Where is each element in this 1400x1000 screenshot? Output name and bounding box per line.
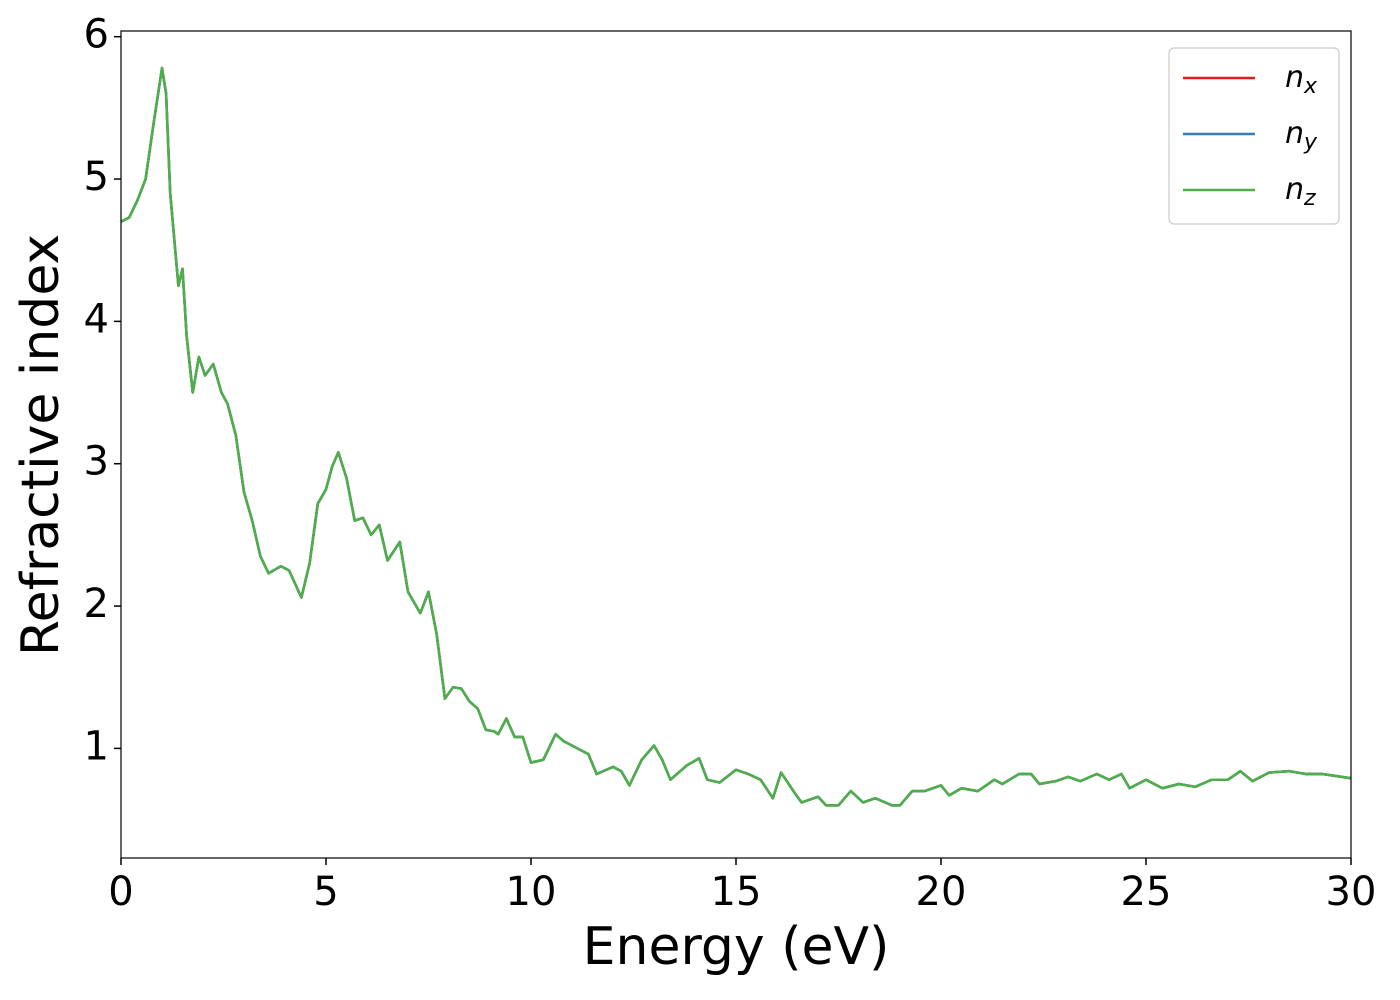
y-tick-label: 2 (84, 581, 109, 627)
y-axis-label: Refractive index (11, 234, 71, 656)
legend-label: nx (1285, 60, 1318, 100)
x-tick-label: 0 (108, 869, 133, 915)
x-tick-label: 25 (1121, 869, 1172, 915)
y-tick-label: 6 (84, 12, 109, 58)
y-tick-label: 1 (84, 723, 109, 769)
x-tick-label: 10 (506, 869, 557, 915)
y-tick-label: 5 (84, 154, 109, 200)
x-tick-label: 15 (711, 869, 762, 915)
legend-label: ny (1285, 116, 1318, 156)
x-axis-label: Energy (eV) (583, 917, 890, 977)
legend-box (1168, 47, 1340, 225)
y-tick-label: 3 (84, 439, 109, 485)
series-line (120, 66, 1352, 807)
legend-label: nz (1285, 172, 1316, 212)
x-tick-label: 5 (313, 869, 338, 915)
y-tick-label: 4 (84, 296, 109, 342)
plot-frame (120, 30, 1352, 859)
x-tick-label: 30 (1326, 869, 1377, 915)
x-tick-label: 20 (916, 869, 967, 915)
